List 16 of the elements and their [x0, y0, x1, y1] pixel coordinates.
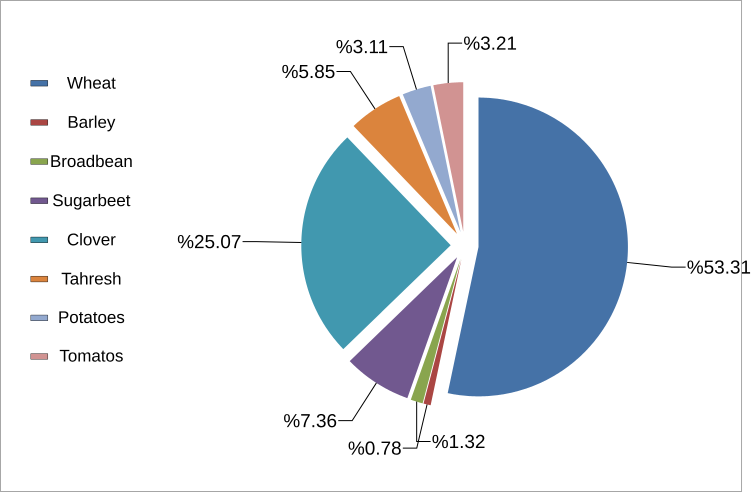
legend-label: Barley [68, 116, 116, 132]
data-label: %0.78 [348, 441, 401, 455]
legend-label: Potatoes [59, 311, 124, 324]
data-label: %25.07 [178, 234, 240, 248]
data-label: %5.85 [282, 64, 334, 78]
legend-label: Clover [68, 233, 116, 246]
legend-label: Broadbean [51, 154, 132, 168]
legend-label: Sugarbeet [53, 194, 130, 210]
legend-label: Wheat [67, 76, 116, 89]
data-label: %7.36 [284, 414, 336, 428]
data-label: %53.31 [687, 260, 750, 274]
data-label: %3.11 [336, 40, 388, 54]
legend-label: Tahresh [62, 272, 120, 285]
data-label: %1.32 [432, 434, 485, 448]
data-label: %3.21 [464, 36, 516, 50]
legend-label: Tomatos [60, 350, 123, 362]
